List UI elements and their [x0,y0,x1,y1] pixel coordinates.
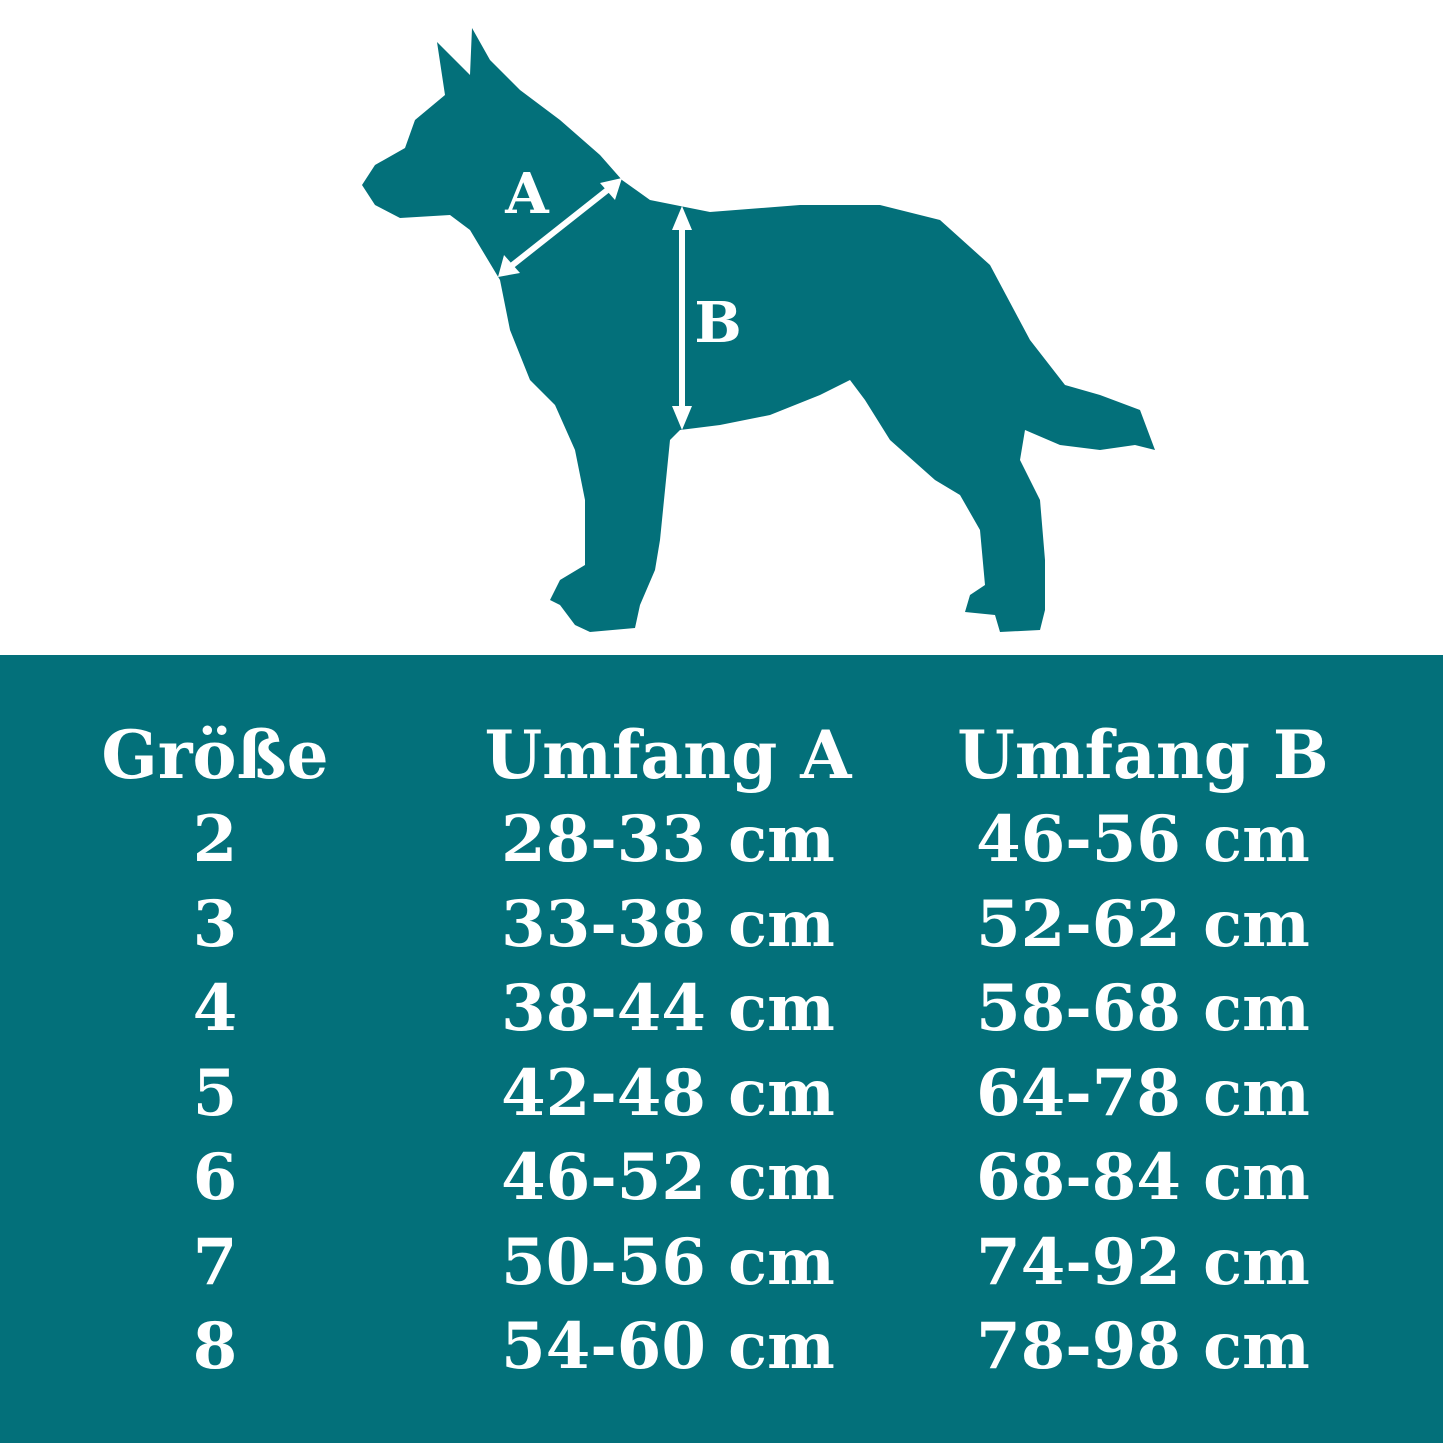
table-cell: 46-52 cm [501,1140,835,1215]
dog-body [362,28,1155,632]
table-cell: 5 [192,1055,238,1131]
table-cell: 68-84 cm [976,1140,1310,1215]
column-header: Umfang A [484,716,852,794]
table-cell: 7 [192,1224,238,1300]
table-cell: 46-56 cm [976,802,1310,877]
table-cell: 52-62 cm [976,886,1310,962]
table-cell: 8 [192,1309,238,1384]
table-cell: 3 [192,886,238,962]
measure-arrow-b [672,206,692,430]
table-cell: 33-38 cm [501,886,835,962]
table-cell: 64-78 cm [976,1055,1310,1131]
table-cell: 4 [192,971,238,1046]
size-table [0,655,1443,1443]
label-b: B [694,290,741,356]
table-cell: 42-48 cm [501,1055,835,1131]
table-cell: 38-44 cm [501,971,835,1046]
table-cell: 2 [192,802,238,877]
table-cell: 6 [192,1140,238,1215]
table-cell: 78-98 cm [976,1309,1310,1384]
table-cell: 28-33 cm [501,802,835,877]
table-cell: 74-92 cm [976,1224,1310,1300]
measure-arrow-a [498,178,622,277]
dog-silhouette-icon: A B [362,28,1155,632]
table-cell: 54-60 cm [501,1309,835,1384]
label-a: A [504,161,550,227]
column-header: Umfang B [957,716,1329,794]
table-cell: 50-56 cm [501,1224,835,1300]
table-cell: 58-68 cm [976,971,1310,1046]
column-header: Größe [101,716,329,794]
